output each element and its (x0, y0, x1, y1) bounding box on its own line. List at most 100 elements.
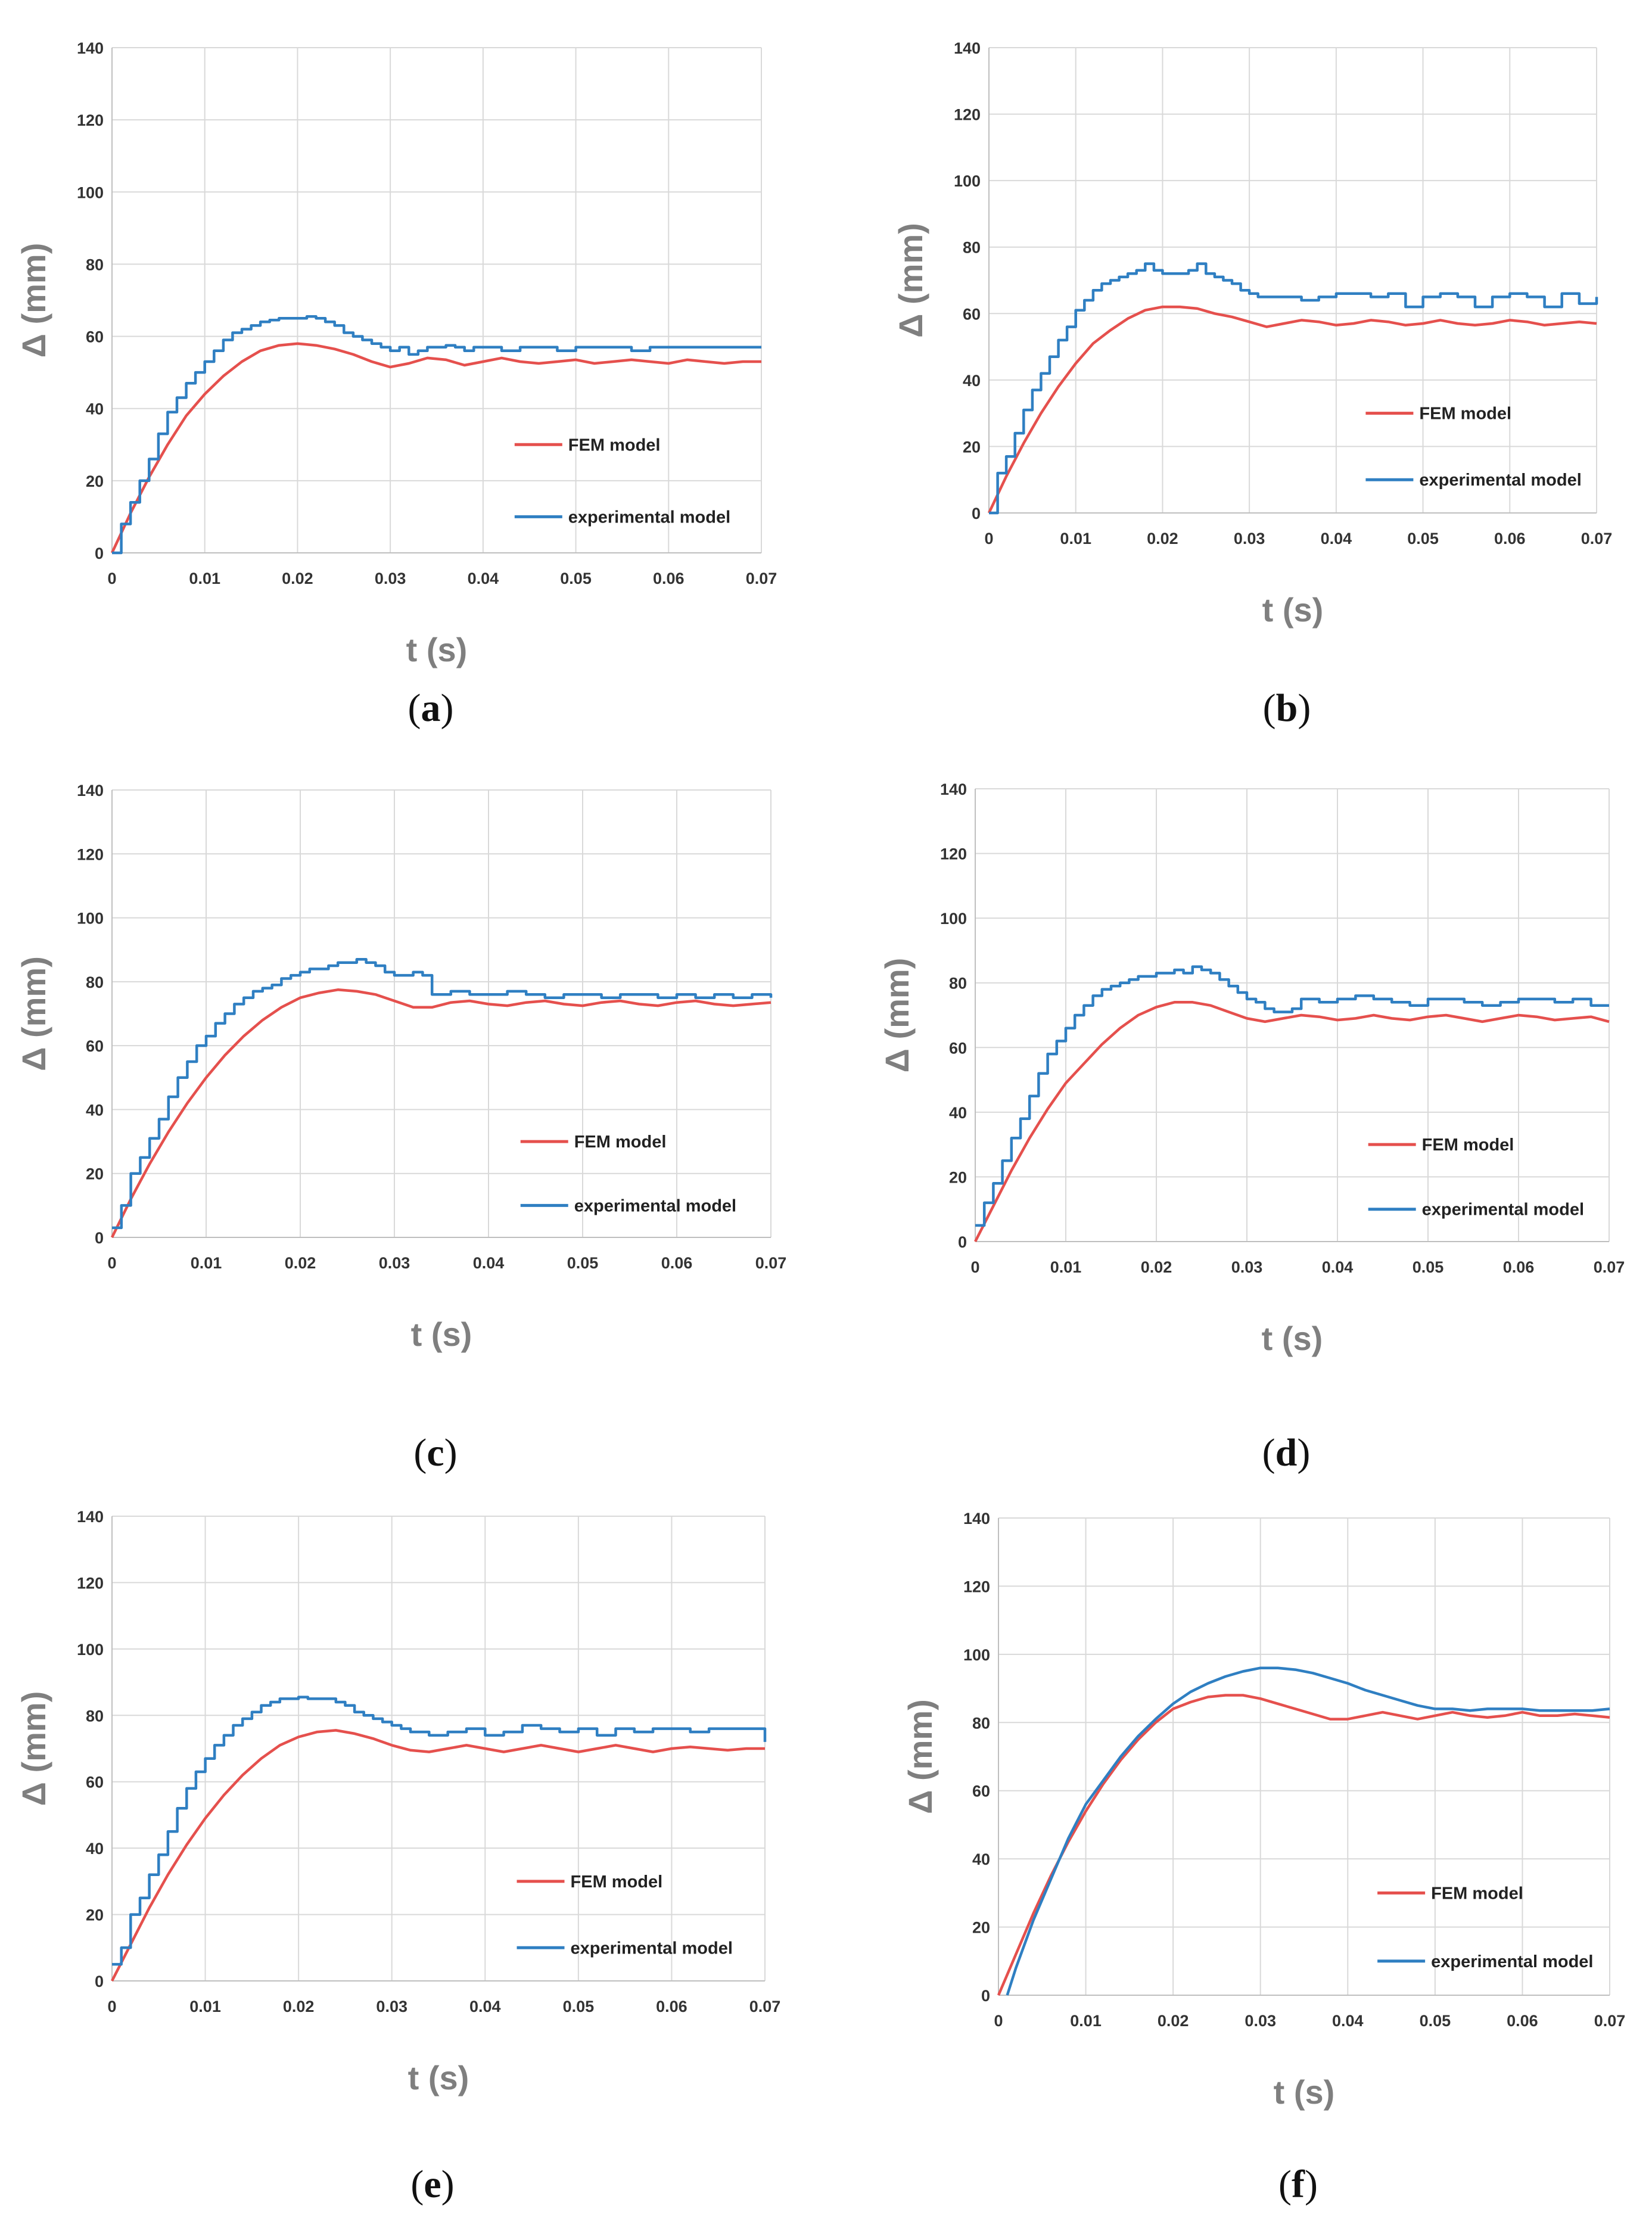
y-tick-label: 20 (86, 472, 104, 490)
y-axis-label: Δ (mm) (892, 223, 929, 338)
x-tick-label: 0.02 (282, 570, 313, 587)
x-tick-label: 0.03 (375, 570, 406, 587)
legend: FEM model experimental model (1365, 405, 1582, 490)
grid-lines (998, 1517, 1610, 1996)
legend: FEM model experimental model (1368, 1136, 1584, 1220)
x-tick-label: 0.05 (567, 1254, 599, 1272)
panel-caption: (f) (1278, 2163, 1318, 2206)
x-tick-label: 0 (107, 1254, 116, 1272)
y-tick-label: 140 (77, 39, 104, 57)
x-tick-label: 0.05 (1407, 530, 1439, 548)
axis-ticks: 0 20 40 60 80 100 120 140 0 0.01 0.02 0.… (77, 782, 786, 1272)
x-tick-label: 0.01 (1070, 2012, 1102, 2030)
x-tick-label: 0 (994, 2012, 1003, 2030)
y-tick-label: 120 (940, 845, 967, 863)
panel-letter: e (424, 2163, 441, 2206)
chart-panel-f: 0 20 40 60 80 100 120 140 0 0.01 0.02 0.… (826, 1489, 1652, 2221)
grid-lines (975, 788, 1610, 1242)
x-axis-label: t (s) (411, 1315, 472, 1353)
y-tick-label: 80 (86, 256, 104, 273)
y-tick-label: 0 (95, 1973, 104, 1990)
panel-letter: c (427, 1431, 444, 1475)
x-axis-label: t (s) (406, 631, 468, 668)
y-tick-label: 40 (86, 400, 104, 418)
panel-caption: (a) (408, 686, 454, 730)
x-tick-label: 0 (970, 1258, 979, 1276)
series-lines (973, 965, 1610, 1243)
y-tick-label: 0 (972, 505, 981, 522)
y-tick-label: 0 (981, 1987, 990, 2005)
chart-svg: 0 20 40 60 80 100 120 140 0 0.01 0.02 0.… (15, 1508, 781, 2206)
x-tick-label: 0.07 (746, 570, 777, 587)
x-axis-label: t (s) (1262, 1320, 1323, 1357)
y-tick-label: 60 (86, 328, 104, 346)
legend-experimental-label: experimental model (574, 1196, 736, 1215)
x-tick-label: 0.02 (1147, 530, 1178, 548)
panel-caption: (b) (1263, 686, 1311, 730)
x-tick-label: 0.04 (469, 1998, 501, 2015)
panel-caption: (e) (410, 2163, 454, 2206)
grid-lines (988, 47, 1597, 514)
x-tick-label: 0.01 (1050, 1258, 1082, 1276)
y-tick-label: 60 (86, 1774, 104, 1791)
y-tick-label: 80 (963, 239, 981, 257)
x-tick-label: 0 (984, 530, 993, 548)
panel-caption: (c) (413, 1431, 457, 1475)
y-tick-label: 100 (77, 1641, 104, 1659)
y-tick-label: 40 (963, 372, 981, 390)
fem-model-line (110, 1729, 765, 1982)
axis-ticks: 0 20 40 60 80 100 120 140 0 0.01 0.02 0.… (940, 780, 1625, 1276)
x-tick-label: 0.07 (749, 1998, 781, 2015)
y-tick-label: 40 (86, 1101, 104, 1119)
y-tick-label: 120 (77, 111, 104, 129)
x-tick-label: 0 (107, 1998, 116, 2015)
y-axis-label: Δ (mm) (15, 243, 52, 358)
x-tick-label: 0.05 (560, 570, 592, 587)
y-tick-label: 60 (963, 305, 981, 323)
x-tick-label: 0 (107, 570, 116, 587)
axis-ticks: 0 20 40 60 80 100 120 140 0 0.01 0.02 0.… (77, 39, 777, 587)
fem-model-line (110, 342, 761, 553)
legend-experimental-label: experimental model (568, 508, 730, 527)
fem-model-line (987, 305, 1597, 514)
legend-fem-label: FEM model (1422, 1136, 1514, 1155)
x-axis-label: t (s) (1262, 591, 1324, 629)
x-tick-label: 0.07 (1594, 2012, 1626, 2030)
fem-model-line (973, 1001, 1610, 1243)
chart-panel-e: 0 20 40 60 80 100 120 140 0 0.01 0.02 0.… (0, 1489, 826, 2221)
x-tick-label: 0.02 (283, 1998, 315, 2015)
y-tick-label: 80 (972, 1714, 990, 1732)
y-tick-label: 60 (86, 1037, 104, 1055)
series-lines (110, 958, 773, 1238)
y-tick-label: 20 (972, 1919, 990, 1937)
y-tick-label: 140 (77, 782, 104, 800)
series-lines (997, 1666, 1610, 1996)
x-tick-label: 0.04 (473, 1254, 505, 1272)
y-tick-label: 120 (77, 1574, 104, 1592)
legend-experimental-label: experimental model (1422, 1200, 1584, 1220)
chart-svg: 0 20 40 60 80 100 120 140 0 0.01 0.02 0.… (15, 39, 777, 730)
x-tick-label: 0.02 (1141, 1258, 1172, 1276)
y-tick-label: 40 (86, 1840, 104, 1858)
y-tick-label: 100 (963, 1646, 990, 1664)
y-tick-label: 40 (972, 1850, 990, 1868)
chart-svg: 0 20 40 60 80 100 120 140 0 0.01 0.02 0.… (901, 1510, 1626, 2206)
y-tick-label: 80 (86, 973, 104, 991)
chart-svg: 0 20 40 60 80 100 120 140 0 0.01 0.02 0.… (15, 782, 786, 1475)
legend: FEM model experimental model (517, 1872, 733, 1958)
y-tick-label: 60 (972, 1783, 990, 1800)
series-lines (110, 1696, 767, 1982)
y-tick-label: 120 (77, 845, 104, 863)
legend: FEM model experimental model (520, 1133, 736, 1215)
experimental-model-line (112, 958, 773, 1230)
experimental-model-line (989, 262, 1598, 515)
legend-fem-label: FEM model (568, 436, 661, 455)
y-tick-label: 100 (940, 910, 967, 928)
y-tick-label: 20 (963, 438, 981, 456)
x-tick-label: 0.06 (656, 1998, 687, 2015)
y-tick-label: 0 (95, 545, 104, 562)
chart-panel-d: 0 20 40 60 80 100 120 140 0 0.01 0.02 0.… (826, 745, 1652, 1489)
y-tick-label: 140 (963, 1510, 990, 1528)
y-tick-label: 40 (949, 1104, 967, 1122)
y-tick-label: 140 (77, 1508, 104, 1526)
